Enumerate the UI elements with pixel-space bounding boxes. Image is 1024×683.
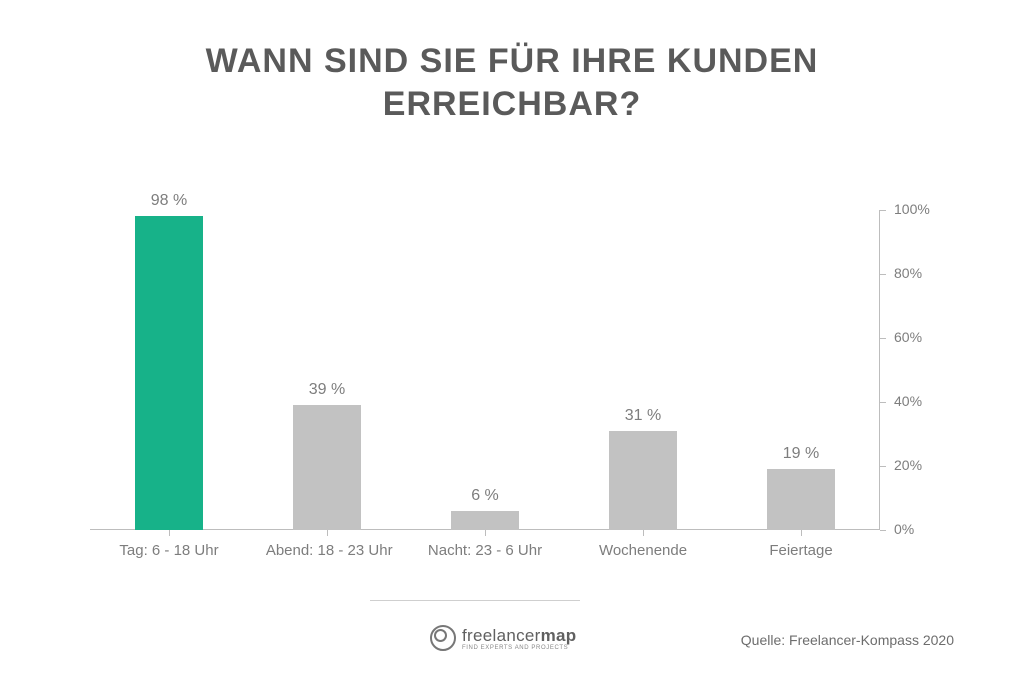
category-label: Tag: 6 - 18 Uhr xyxy=(108,542,230,559)
y-tick-label: 40% xyxy=(894,393,922,409)
y-tick-label: 100% xyxy=(894,201,930,217)
x-tick-mark xyxy=(327,530,328,536)
y-tick-mark xyxy=(880,530,886,531)
y-tick-mark xyxy=(880,210,886,211)
title-line-1: WANN SIND SIE FÜR IHRE KUNDEN xyxy=(206,42,819,80)
brand-logo: freelancermap FIND EXPERTS AND PROJECTS xyxy=(430,625,576,651)
y-axis xyxy=(879,210,880,530)
bar-group: 19 %Feiertage xyxy=(767,210,835,530)
logo-word-2: map xyxy=(541,626,577,645)
bar-value-label: 6 % xyxy=(451,487,519,505)
category-label: Feiertage xyxy=(740,542,862,559)
title-line-2: ERREICHBAR? xyxy=(383,85,641,123)
chart-title: WANN SIND SIE FÜR IHRE KUNDEN ERREICHBAR… xyxy=(0,40,1024,125)
bar xyxy=(609,431,677,530)
logo-text-block: freelancermap FIND EXPERTS AND PROJECTS xyxy=(462,626,576,651)
bar-value-label: 39 % xyxy=(293,381,361,399)
bar xyxy=(451,511,519,530)
bar-group: 6 %Nacht: 23 - 6 Uhr xyxy=(451,210,519,530)
bar xyxy=(767,469,835,530)
category-label: Wochenende xyxy=(582,542,704,559)
bar-group: 39 %Abend: 18 - 23 Uhr xyxy=(293,210,361,530)
bar xyxy=(135,216,203,530)
logo-wordmark: freelancermap xyxy=(462,626,576,646)
y-tick-label: 20% xyxy=(894,457,922,473)
bar xyxy=(293,405,361,530)
y-tick-label: 0% xyxy=(894,521,914,537)
logo-word-1: freelancer xyxy=(462,626,541,645)
category-label: Abend: 18 - 23 Uhr xyxy=(266,542,388,559)
bar-chart: 0%20%40%60%80%100%98 %Tag: 6 - 18 Uhr39 … xyxy=(90,210,880,530)
category-label: Nacht: 23 - 6 Uhr xyxy=(424,542,546,559)
bar-value-label: 19 % xyxy=(767,445,835,463)
bar-value-label: 31 % xyxy=(609,407,677,425)
x-tick-mark xyxy=(485,530,486,536)
logo-tagline: FIND EXPERTS AND PROJECTS xyxy=(462,645,576,651)
bar-group: 98 %Tag: 6 - 18 Uhr xyxy=(135,210,203,530)
chart-container: WANN SIND SIE FÜR IHRE KUNDEN ERREICHBAR… xyxy=(0,0,1024,683)
y-tick-mark xyxy=(880,402,886,403)
y-tick-mark xyxy=(880,274,886,275)
y-tick-mark xyxy=(880,466,886,467)
bar-group: 31 %Wochenende xyxy=(609,210,677,530)
footer-divider xyxy=(370,600,580,601)
source-credit: Quelle: Freelancer-Kompass 2020 xyxy=(741,632,954,648)
y-tick-label: 80% xyxy=(894,265,922,281)
x-tick-mark xyxy=(169,530,170,536)
bar-value-label: 98 % xyxy=(135,192,203,210)
y-tick-label: 60% xyxy=(894,329,922,345)
x-tick-mark xyxy=(801,530,802,536)
logo-icon xyxy=(430,625,456,651)
y-tick-mark xyxy=(880,338,886,339)
x-tick-mark xyxy=(643,530,644,536)
